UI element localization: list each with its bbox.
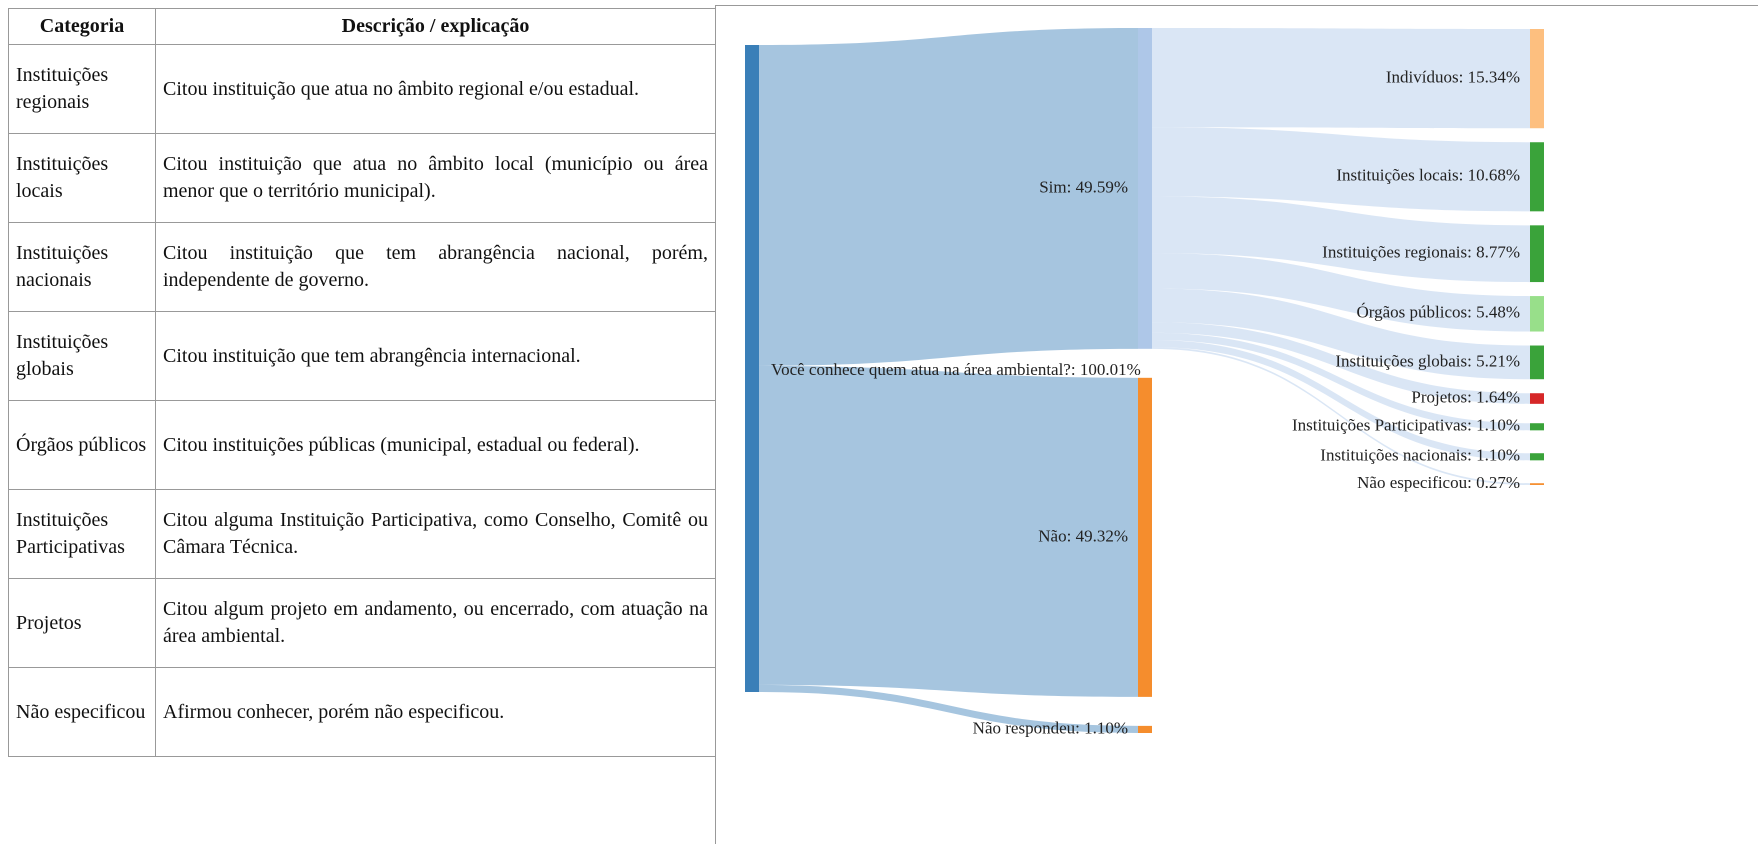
flow-link — [1152, 28, 1530, 129]
table-row: Projetos Citou algum projeto em andamento… — [8, 578, 716, 668]
flow-link — [759, 684, 1138, 733]
node-label: Você conhece quem atua na área ambiental… — [771, 360, 1141, 379]
category-cell: Instituições locais — [8, 133, 156, 223]
node-label: Sim: 49.59% — [1039, 177, 1128, 196]
flow-link — [1152, 347, 1530, 485]
node-label: Não: 49.32% — [1038, 526, 1128, 545]
header-cell: Descrição / explicação — [155, 8, 716, 45]
table-row: Instituições Participativas Citou alguma … — [8, 489, 716, 579]
flow-link — [1152, 196, 1530, 283]
node-bar — [1530, 393, 1544, 404]
node-label: Instituições regionais: 8.77% — [1322, 243, 1520, 262]
node-bar — [1138, 377, 1152, 697]
table-row: Não especificou Afirmou conhecer, porém n… — [8, 667, 716, 757]
table-body: Instituições regionais Citou instituição … — [8, 44, 716, 757]
description-cell: Afirmou conhecer, porém não especificou. — [155, 667, 716, 757]
description-cell: Citou instituição que atua no âmbito reg… — [155, 44, 716, 134]
node-bar — [1530, 29, 1544, 129]
description-cell: Citou algum projeto em andamento, ou enc… — [155, 578, 716, 668]
category-cell: Projetos — [8, 578, 156, 668]
node-label: Não respondeu: 1.10% — [973, 718, 1128, 737]
node-label: Instituições nacionais: 1.10% — [1320, 446, 1520, 465]
node-bar — [1530, 453, 1544, 461]
description-cell: Citou instituição que tem abrangência in… — [155, 311, 716, 401]
node-bar — [1138, 725, 1152, 733]
flow-link — [759, 365, 1138, 697]
description-cell: Citou instituições públicas (municipal, … — [155, 400, 716, 490]
flow-link — [1152, 253, 1530, 332]
description-cell: Citou alguma Instituição Participativa, … — [155, 489, 716, 579]
node-bar — [745, 45, 759, 692]
flow-link — [1152, 339, 1530, 461]
category-cell: Instituições globais — [8, 311, 156, 401]
node-bar — [1530, 142, 1544, 212]
node-bar — [1530, 225, 1544, 283]
node-label: Órgãos públicos: 5.48% — [1356, 303, 1520, 322]
table-row: Instituições nacionais Citou instituição … — [8, 222, 716, 312]
node-label: Projetos: 1.64% — [1411, 387, 1520, 406]
node-bar — [1138, 28, 1152, 349]
node-bar — [1530, 345, 1544, 380]
table-row: Instituições globais Citou instituição qu… — [8, 311, 716, 401]
node-label: Instituições Participativas: 1.10% — [1292, 416, 1520, 435]
node-label: Instituições globais: 5.21% — [1335, 351, 1520, 370]
flow-link — [759, 28, 1138, 366]
node-label: Indivíduos: 15.34% — [1386, 68, 1520, 87]
node-bar — [1530, 296, 1544, 332]
flow-link — [1152, 127, 1530, 212]
node-label: Instituições locais: 10.68% — [1336, 166, 1520, 185]
header-cell: Categoria — [8, 8, 156, 45]
category-cell: Instituições Participativas — [8, 489, 156, 579]
description-cell: Citou instituição que atua no âmbito loc… — [155, 133, 716, 223]
flow-link — [1152, 288, 1530, 380]
category-table: Categoria Descrição / explicação Institu… — [8, 8, 716, 757]
category-cell: Não especificou — [8, 667, 156, 757]
category-cell: Órgãos públicos — [8, 400, 156, 490]
flow-link — [1152, 332, 1530, 431]
category-cell: Instituições regionais — [8, 44, 156, 134]
flow-link — [1152, 322, 1530, 404]
category-cell: Instituições nacionais — [8, 222, 156, 312]
node-label: Não especificou: 0.27% — [1357, 473, 1520, 492]
node-bar — [1530, 483, 1544, 485]
table-row: Instituições locais Citou instituição que… — [8, 133, 716, 223]
header-row: Categoria Descrição / explicação — [8, 8, 716, 45]
table-row: Órgãos públicos Citou instituições públic… — [8, 400, 716, 490]
node-bar — [1530, 423, 1544, 431]
table-row: Instituições regionais Citou instituição … — [8, 44, 716, 134]
description-cell: Citou instituição que tem abrangência na… — [155, 222, 716, 312]
